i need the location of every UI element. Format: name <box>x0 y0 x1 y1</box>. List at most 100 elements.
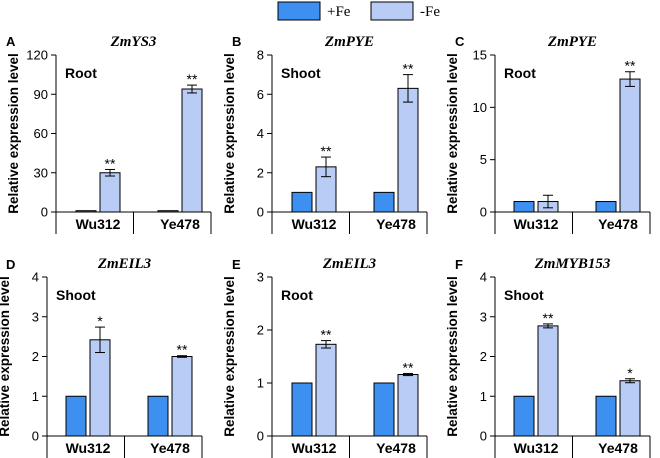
y-tick-label: 0 <box>480 429 487 444</box>
bar-minus-fe <box>89 339 111 437</box>
significance-marker: ** <box>105 155 116 171</box>
y-tick-label: 0 <box>480 205 487 220</box>
bar-plus-fe <box>291 382 313 437</box>
x-category-label: Wu312 <box>66 440 111 456</box>
bar-plus-fe <box>513 201 535 213</box>
x-category-label: Ye478 <box>376 440 416 456</box>
significance-marker: * <box>627 365 633 381</box>
y-axis-label: Relative expression level <box>6 53 21 214</box>
panel-letter: D <box>6 257 15 272</box>
significance-marker: ** <box>625 58 636 74</box>
bar-plus-fe <box>513 395 535 437</box>
y-tick-label: 4 <box>32 270 39 285</box>
y-tick-label: 120 <box>26 48 48 63</box>
x-category-label: Ye478 <box>376 216 416 232</box>
bar-minus-fe <box>315 343 337 437</box>
x-category-label: Ye478 <box>598 440 638 456</box>
y-tick-label: 4 <box>257 126 264 141</box>
legend-label-plus-fe: +Fe <box>327 4 351 20</box>
panel-letter: A <box>6 34 16 49</box>
legend-label-minus-fe: -Fe <box>420 4 440 20</box>
x-category-label: Wu312 <box>514 440 559 456</box>
tissue-label: Root <box>65 65 97 81</box>
chart-panel-c: C ZmPYE Root Relative expression level 0 5 10 1… <box>445 34 651 234</box>
tissue-label: Shoot <box>56 287 96 303</box>
bar-minus-fe <box>397 374 419 437</box>
bar-plus-fe <box>595 201 617 213</box>
x-category-label: Wu312 <box>292 440 337 456</box>
chart-panel-a: A ZmYS3 Root Relative expression level 0 30 60… <box>6 34 212 234</box>
y-tick-label: 3 <box>480 309 487 324</box>
y-tick-label: 2 <box>257 165 264 180</box>
bar-minus-fe <box>171 356 193 437</box>
y-tick-label: 0 <box>32 429 39 444</box>
tissue-label: Shoot <box>504 287 544 303</box>
y-tick-label: 3 <box>32 309 39 324</box>
y-axis-label: Relative expression level <box>445 53 460 214</box>
bar-plus-fe <box>373 191 395 213</box>
bar-minus-fe <box>619 78 641 213</box>
panel-title: ZmYS3 <box>110 34 157 50</box>
bar-plus-fe <box>291 191 313 213</box>
y-tick-label: 90 <box>34 87 48 102</box>
panel-letter: F <box>455 257 463 272</box>
y-tick-label: 6 <box>257 87 264 102</box>
y-tick-label: 1 <box>32 389 39 404</box>
y-axis-label: Relative expression level <box>222 53 237 214</box>
bar-minus-fe <box>537 325 559 437</box>
y-tick-label: 10 <box>473 100 487 115</box>
bar-plus-fe <box>157 210 179 213</box>
significance-marker: ** <box>187 71 198 87</box>
tissue-label: Shoot <box>281 65 321 81</box>
y-tick-label: 5 <box>480 152 487 167</box>
x-category-label: Ye478 <box>160 216 200 232</box>
legend-swatch-minus-fe <box>370 1 414 21</box>
bar-minus-fe <box>619 380 641 437</box>
y-axis-label: Relative expression level <box>445 276 460 437</box>
panel-title: ZmMYB153 <box>534 256 611 272</box>
y-tick-label: 1 <box>257 376 264 391</box>
y-tick-label: 4 <box>480 270 487 285</box>
legend-swatch-plus-fe <box>277 1 321 21</box>
panel-letter: B <box>232 34 241 49</box>
panel-title: ZmPYE <box>324 34 374 50</box>
bar-plus-fe <box>147 395 169 437</box>
x-category-label: Wu312 <box>76 216 121 232</box>
y-tick-label: 15 <box>473 48 487 63</box>
y-tick-label: 2 <box>480 349 487 364</box>
y-tick-label: 30 <box>34 165 48 180</box>
x-category-label: Ye478 <box>598 216 638 232</box>
y-tick-label: 0 <box>41 205 48 220</box>
panel-title: ZmPYE <box>547 34 597 50</box>
y-axis-label: Relative expression level <box>0 276 12 437</box>
tissue-label: Root <box>504 65 536 81</box>
y-tick-label: 3 <box>257 270 264 285</box>
significance-marker: ** <box>321 327 332 343</box>
significance-marker: ** <box>177 342 188 358</box>
bar-plus-fe <box>373 382 395 437</box>
tissue-label: Root <box>281 287 313 303</box>
panel-title: ZmEIL3 <box>97 256 152 272</box>
y-tick-label: 8 <box>257 48 264 63</box>
y-tick-label: 60 <box>34 126 48 141</box>
panel-title: ZmEIL3 <box>322 256 377 272</box>
significance-marker: ** <box>543 310 554 326</box>
y-axis-label: Relative expression level <box>222 276 237 437</box>
bar-minus-fe <box>397 87 419 213</box>
bar-minus-fe <box>99 172 121 213</box>
significance-marker: ** <box>403 61 414 77</box>
bar-plus-fe <box>595 395 617 437</box>
chart-panel-e: E ZmEIL3 Root Relative expression level 0 1 2 3… <box>222 256 428 458</box>
x-category-label: Ye478 <box>150 440 190 456</box>
significance-marker: ** <box>321 143 332 159</box>
legend: +Fe -Fe <box>277 1 440 21</box>
y-tick-label: 0 <box>257 205 264 220</box>
significance-marker: ** <box>403 359 414 375</box>
bar-minus-fe <box>181 88 203 213</box>
y-tick-label: 1 <box>480 389 487 404</box>
panel-letter: E <box>232 257 241 272</box>
